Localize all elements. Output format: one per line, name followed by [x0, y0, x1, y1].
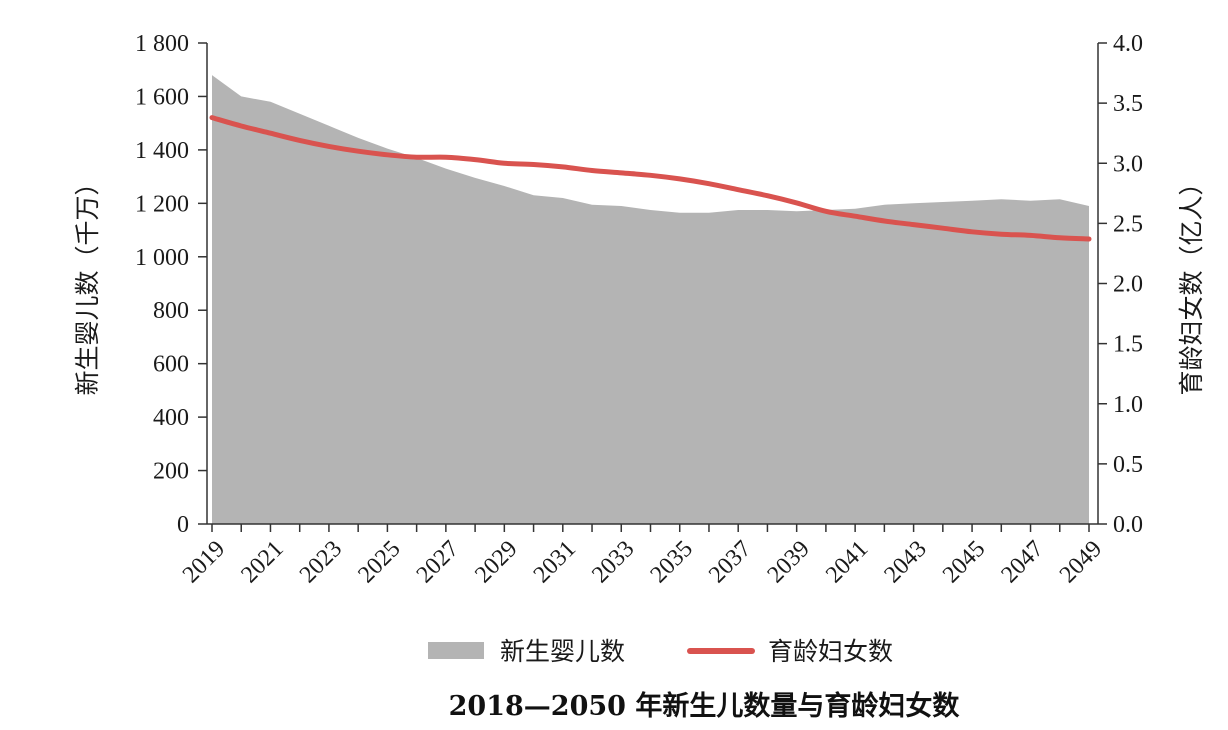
left-y-tick-label: 1 400 — [135, 138, 189, 164]
line-layer — [209, 115, 1092, 242]
line-series-women — [209, 115, 1092, 242]
x-tick-label: 2031 — [529, 536, 581, 588]
x-tick-label: 2035 — [646, 536, 698, 588]
x-tick-label: 2043 — [880, 536, 932, 588]
left-y-tick-label: 1 200 — [135, 191, 189, 217]
right-y-tick-label: 2.0 — [1113, 272, 1143, 298]
right-y-tick-label: 0.0 — [1113, 512, 1143, 538]
right-y-axis-title: 育龄妇女数（亿人） — [1177, 170, 1206, 395]
x-tick-label: 2025 — [353, 536, 405, 588]
x-tick-label: 2029 — [470, 536, 522, 588]
x-tick-label: 2019 — [178, 536, 230, 588]
left-y-tick-label: 800 — [153, 298, 189, 324]
x-tick-label: 2049 — [1055, 536, 1107, 588]
area-series-newborns — [212, 75, 1089, 524]
left-y-ticks: 0 200 400 600 800 1 000 1 200 1 400 1 600 1 800 — [135, 31, 207, 538]
x-ticks: 2019 2021 2023 2025 2027 2029 2031 2033 2035 2037… — [178, 524, 1107, 588]
left-y-tick-label: 1 600 — [135, 84, 189, 110]
right-y-tick-label: 1.5 — [1113, 332, 1143, 358]
right-y-tick-label: 3.5 — [1113, 91, 1143, 117]
x-tick-label: 2039 — [763, 536, 815, 588]
left-y-axis-title: 新生婴儿数（千万） — [73, 170, 102, 395]
right-y-tick-label: 2.5 — [1113, 211, 1143, 237]
x-tick-label: 2041 — [821, 536, 873, 588]
chart-title: 2018—2050 年新生儿数量与育龄妇女数 — [449, 690, 961, 722]
left-y-tick-label: 600 — [153, 352, 189, 378]
right-y-tick-label: 3.0 — [1113, 151, 1143, 177]
legend-line-label: 育龄妇女数 — [768, 637, 893, 666]
left-y-tick-label: 400 — [153, 405, 189, 431]
right-y-tick-label: 0.5 — [1113, 452, 1143, 478]
right-y-tick-label: 4.0 — [1113, 31, 1143, 57]
x-tick-label: 2037 — [704, 536, 756, 588]
right-y-tick-label: 1.0 — [1113, 392, 1143, 418]
x-tick-label: 2023 — [295, 536, 347, 588]
left-y-tick-label: 0 — [177, 512, 189, 538]
area-layer — [212, 75, 1089, 524]
x-tick-label: 2045 — [938, 536, 990, 588]
x-tick-label: 2047 — [996, 536, 1048, 588]
legend-area-swatch — [428, 642, 484, 659]
right-y-ticks: 0.0 0.5 1.0 1.5 2.0 2.5 3.0 3.5 4.0 — [1098, 31, 1143, 538]
legend-area-label: 新生婴儿数 — [500, 637, 625, 666]
x-tick-label: 2027 — [412, 536, 464, 588]
left-y-tick-label: 200 — [153, 459, 189, 485]
left-y-tick-label: 1 800 — [135, 31, 189, 57]
legend: 新生婴儿数 育龄妇女数 — [428, 637, 893, 666]
left-y-tick-label: 1 000 — [135, 245, 189, 271]
x-tick-label: 2033 — [587, 536, 639, 588]
x-tick-label: 2021 — [236, 536, 288, 588]
